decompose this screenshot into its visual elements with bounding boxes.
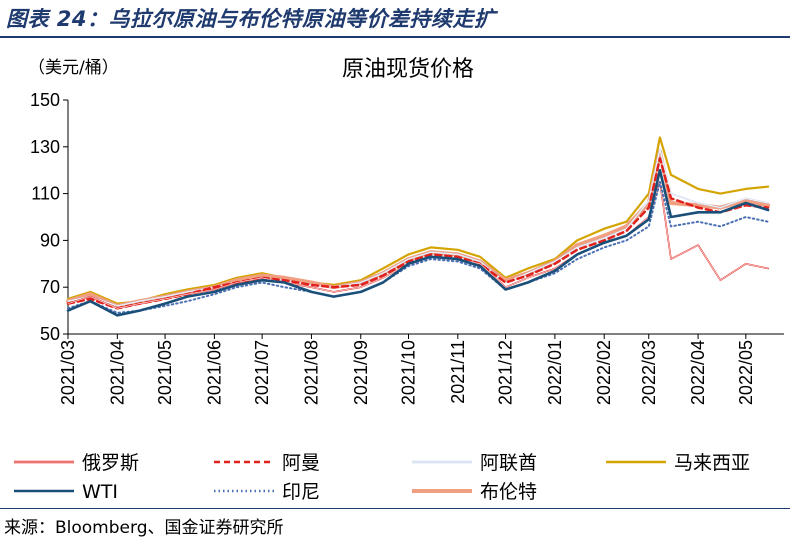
legend-label-WTI: WTI: [82, 481, 118, 503]
x-tick-label: 2022/04: [688, 340, 708, 405]
series-line-WTI: [66, 168, 770, 317]
series-layer: [66, 136, 771, 317]
x-tick-label: 2022/02: [594, 340, 614, 405]
legend: 俄罗斯 阿曼 阿联酋 马来西亚 WTI 印尼 布伦特: [14, 452, 750, 503]
x-tick-label: 2022/05: [736, 340, 756, 405]
source-rule: [0, 508, 790, 509]
y-tick-label: 110: [31, 184, 60, 204]
title-rule: [0, 36, 790, 38]
chart-title: 原油现货价格: [342, 57, 474, 82]
x-tick-label: 2022/01: [545, 340, 565, 405]
y-tick-label: 150: [30, 90, 60, 110]
x-tick-label: 2021/05: [155, 340, 175, 405]
series-line-俄罗斯: [67, 181, 769, 310]
series-line-马来西亚: [66, 136, 770, 305]
crude-oil-chart: 原油现货价格 （美元/桶） 50 70 90 110 130 150 2021/03 2021…: [14, 57, 784, 503]
figure-title: 图表 24：乌拉尔原油与布伦特原油等价差持续走扩: [6, 7, 496, 31]
legend-label-阿联酋: 阿联酋: [480, 452, 537, 474]
y-tick-label: 70: [40, 277, 60, 297]
x-tick-label: 2021/09: [351, 340, 371, 405]
legend-label-印尼: 印尼: [282, 481, 320, 503]
y-axis-label: （美元/桶）: [28, 58, 119, 78]
x-tick-label: 2021/07: [252, 340, 272, 405]
x-tick-label: 2021/08: [301, 340, 321, 405]
legend-label-俄罗斯: 俄罗斯: [82, 452, 139, 474]
y-tick-label: 130: [30, 137, 60, 157]
x-tick-label: 2021/03: [58, 340, 78, 405]
x-tick-label: 2021/10: [398, 340, 418, 405]
axes: 50 70 90 110 130 150 2021/03 2021/04 2021/05 2021…: [30, 90, 784, 405]
x-tick-label: 2021/06: [204, 340, 224, 405]
series-line-inner-阿联酋: [67, 148, 769, 307]
x-tick-label: 2022/03: [639, 340, 659, 405]
legend-label-布伦特: 布伦特: [480, 481, 537, 503]
y-tick-label: 90: [40, 230, 60, 250]
x-tick-label: 2021/04: [107, 340, 127, 405]
series-line-印尼: [67, 180, 770, 314]
x-tick-label: 2021/12: [496, 340, 516, 405]
y-tick-label: 50: [40, 324, 60, 344]
legend-label-阿曼: 阿曼: [282, 452, 320, 474]
x-tick-label: 2021/11: [448, 340, 468, 404]
source-note: 来源：Bloomberg、国金证券研究所: [4, 518, 284, 538]
legend-label-马来西亚: 马来西亚: [674, 452, 750, 474]
series-line-布伦特: [66, 149, 771, 308]
